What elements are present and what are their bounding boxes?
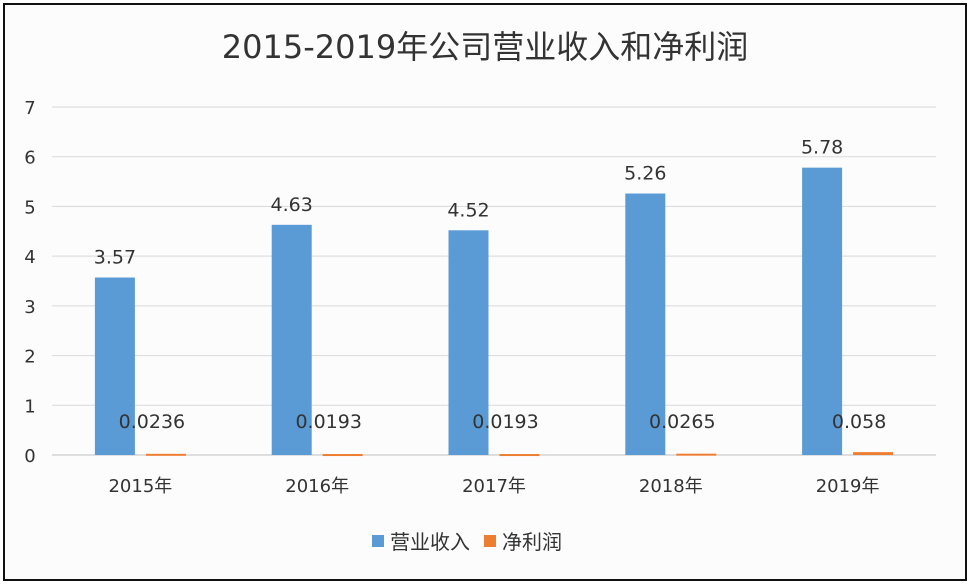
revenue-bar [271, 224, 312, 455]
data-label: 5.26 [624, 163, 666, 185]
y-tick-label: 0 [24, 446, 35, 467]
y-tick-label: 3 [24, 297, 35, 318]
y-tick-label: 2 [24, 347, 35, 368]
y-tick-label: 6 [24, 148, 35, 169]
data-label: 0.0193 [472, 411, 538, 433]
x-tick-label: 2016年 [285, 476, 349, 497]
x-tick-label: 2017年 [462, 476, 526, 497]
legend-label: 净利润 [502, 530, 562, 554]
x-tick-label: 2019年 [816, 476, 880, 497]
data-label: 5.78 [801, 137, 843, 159]
data-label: 4.52 [447, 199, 489, 221]
data-label: 0.058 [832, 411, 886, 433]
net-profit-bar [322, 454, 363, 457]
y-tick-label: 5 [24, 197, 35, 218]
revenue-bar [625, 193, 666, 455]
x-tick-label: 2015年 [108, 476, 172, 497]
net-profit-bar [676, 453, 717, 456]
legend-swatch [372, 535, 384, 547]
y-tick-label: 7 [24, 98, 35, 119]
net-profit-bar [853, 452, 894, 455]
data-label: 0.0236 [119, 411, 185, 433]
revenue-bar [802, 167, 843, 455]
net-profit-bar [145, 453, 186, 456]
data-label: 3.57 [94, 247, 136, 269]
data-label: 4.63 [271, 194, 313, 216]
net-profit-bar [499, 454, 540, 457]
y-tick-label: 1 [24, 396, 35, 417]
x-tick-label: 2018年 [639, 476, 703, 497]
revenue-bar [448, 230, 489, 455]
revenue-bar [94, 277, 135, 455]
y-tick-label: 4 [24, 247, 35, 268]
chart-title: 2015-2019年公司营业收入和净利润 [222, 28, 748, 66]
data-label: 0.0265 [649, 411, 715, 433]
legend-label: 营业收入 [390, 530, 470, 554]
legend-swatch [484, 535, 496, 547]
data-label: 0.0193 [295, 411, 361, 433]
